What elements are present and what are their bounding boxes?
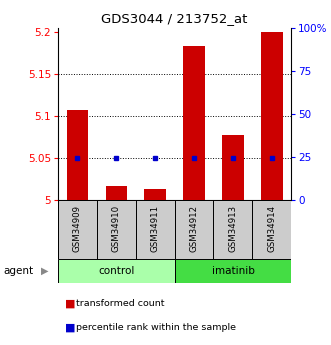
Text: transformed count: transformed count <box>76 299 165 308</box>
Text: GSM34909: GSM34909 <box>73 205 82 252</box>
Text: ■: ■ <box>65 299 75 308</box>
Bar <box>252 200 291 259</box>
Text: ▶: ▶ <box>41 266 48 276</box>
Bar <box>261 32 283 200</box>
Text: ■: ■ <box>65 323 75 333</box>
Text: control: control <box>98 266 134 276</box>
Text: imatinib: imatinib <box>212 266 255 276</box>
Bar <box>213 200 252 259</box>
Text: agent: agent <box>3 266 33 276</box>
Bar <box>106 186 127 200</box>
Bar <box>175 259 291 283</box>
Text: GSM34910: GSM34910 <box>112 205 121 252</box>
Bar <box>183 46 205 200</box>
Text: percentile rank within the sample: percentile rank within the sample <box>76 323 236 332</box>
Bar <box>136 200 175 259</box>
Bar <box>175 200 213 259</box>
Bar <box>67 110 88 200</box>
Bar <box>222 135 244 200</box>
Bar <box>97 200 136 259</box>
Bar <box>144 189 166 200</box>
Text: GSM34912: GSM34912 <box>190 205 199 252</box>
Text: GSM34914: GSM34914 <box>267 205 276 252</box>
Text: GSM34911: GSM34911 <box>151 205 160 252</box>
Title: GDS3044 / 213752_at: GDS3044 / 213752_at <box>101 12 248 25</box>
Bar <box>58 200 97 259</box>
Bar <box>58 259 175 283</box>
Text: GSM34913: GSM34913 <box>228 205 237 252</box>
